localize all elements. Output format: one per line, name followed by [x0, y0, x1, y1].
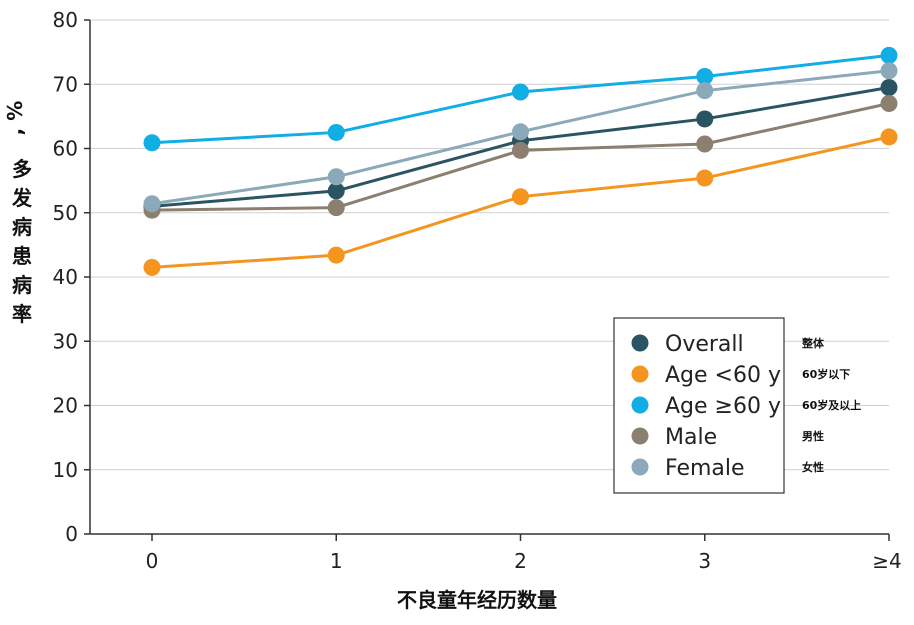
x-axis-title: 不良童年经历数量 — [397, 588, 557, 612]
y-axis-title-char-2: 病 — [12, 215, 32, 239]
legend-marker-1 — [631, 365, 649, 383]
series-0-point-4 — [880, 78, 898, 96]
x-tick-label-3: 3 — [698, 549, 711, 573]
y-tick-label-20: 20 — [53, 394, 78, 418]
y-tick-label-70: 70 — [53, 72, 78, 96]
legend-label-1: Age <60 y — [665, 363, 781, 388]
series-4-point-1 — [327, 168, 345, 186]
legend-note-0: 整体 — [801, 336, 825, 350]
legend-marker-3 — [631, 427, 649, 445]
y-tick-label-60: 60 — [53, 137, 78, 161]
y-axis-title-char-5: 率 — [12, 302, 32, 326]
x-tick-label-2: 2 — [514, 549, 527, 573]
series-4-point-2 — [512, 123, 529, 141]
legend-label-0: Overall — [665, 332, 744, 357]
legend-label-4: Female — [665, 456, 745, 481]
series-1-point-3 — [696, 169, 714, 187]
legend-label-2: Age ≥60 y — [665, 394, 781, 419]
series-3-point-2 — [512, 141, 529, 159]
series-4-point-0 — [143, 195, 161, 213]
y-tick-label-50: 50 — [53, 201, 78, 225]
legend-note-4: 女性 — [802, 460, 824, 474]
series-1-point-1 — [327, 246, 345, 264]
x-tick-label-4: ≥4 — [872, 549, 901, 573]
x-tick-label-1: 1 — [330, 549, 343, 573]
series-0-point-3 — [696, 110, 714, 128]
y-axis-title-char-4: 病 — [12, 273, 32, 297]
legend: Overall 整体 Age <60 y 60岁以下 Age ≥60 y 60岁及以上 Ma… — [613, 317, 861, 494]
series-1 — [143, 128, 898, 276]
legend-note-3: 男性 — [802, 429, 824, 443]
y-tick-label-40: 40 — [53, 265, 78, 289]
y-tick-label-30: 30 — [53, 329, 78, 353]
y-axis-title-char-3: 患 — [12, 244, 32, 268]
y-tick-label-80: 80 — [53, 8, 78, 32]
series-4-point-4 — [880, 62, 898, 80]
series-0-point-1 — [327, 182, 345, 200]
axes — [84, 19, 890, 541]
series-1-point-4 — [880, 128, 898, 146]
series-4 — [143, 62, 898, 213]
legend-marker-2 — [631, 396, 649, 414]
legend-label-3: Male — [665, 425, 717, 450]
series-3-point-3 — [696, 135, 714, 153]
series-3-point-1 — [327, 199, 345, 217]
y-tick-labels: 0 10 20 30 40 50 60 70 80 — [53, 8, 78, 546]
x-tick-label-0: 0 — [146, 549, 159, 573]
series-2-point-3 — [696, 68, 714, 86]
legend-marker-4 — [631, 458, 649, 476]
series-4-point-3 — [696, 82, 714, 100]
y-tick-label-10: 10 — [53, 458, 78, 482]
legend-note-2: 60岁及以上 — [802, 398, 861, 412]
series-3-point-4 — [880, 95, 898, 113]
y-axis-title-char-0: 多 — [12, 157, 32, 181]
legend-note-1: 60岁以下 — [802, 367, 850, 381]
series-2-point-0 — [143, 134, 161, 152]
series-2-point-4 — [880, 46, 898, 64]
x-tick-labels: 0 1 2 3 ≥4 — [146, 549, 902, 573]
series-layer — [143, 46, 898, 276]
y-axis-title-unit: , % — [3, 101, 27, 136]
y-tick-label-0: 0 — [65, 522, 78, 546]
legend-marker-0 — [631, 334, 649, 352]
series-2-point-2 — [512, 83, 529, 101]
series-1-point-2 — [512, 188, 529, 206]
series-1-point-0 — [143, 258, 161, 276]
series-3 — [143, 95, 898, 219]
series-2-point-1 — [327, 123, 345, 141]
y-axis-title-char-1: 发 — [11, 186, 33, 210]
series-2 — [143, 46, 898, 152]
